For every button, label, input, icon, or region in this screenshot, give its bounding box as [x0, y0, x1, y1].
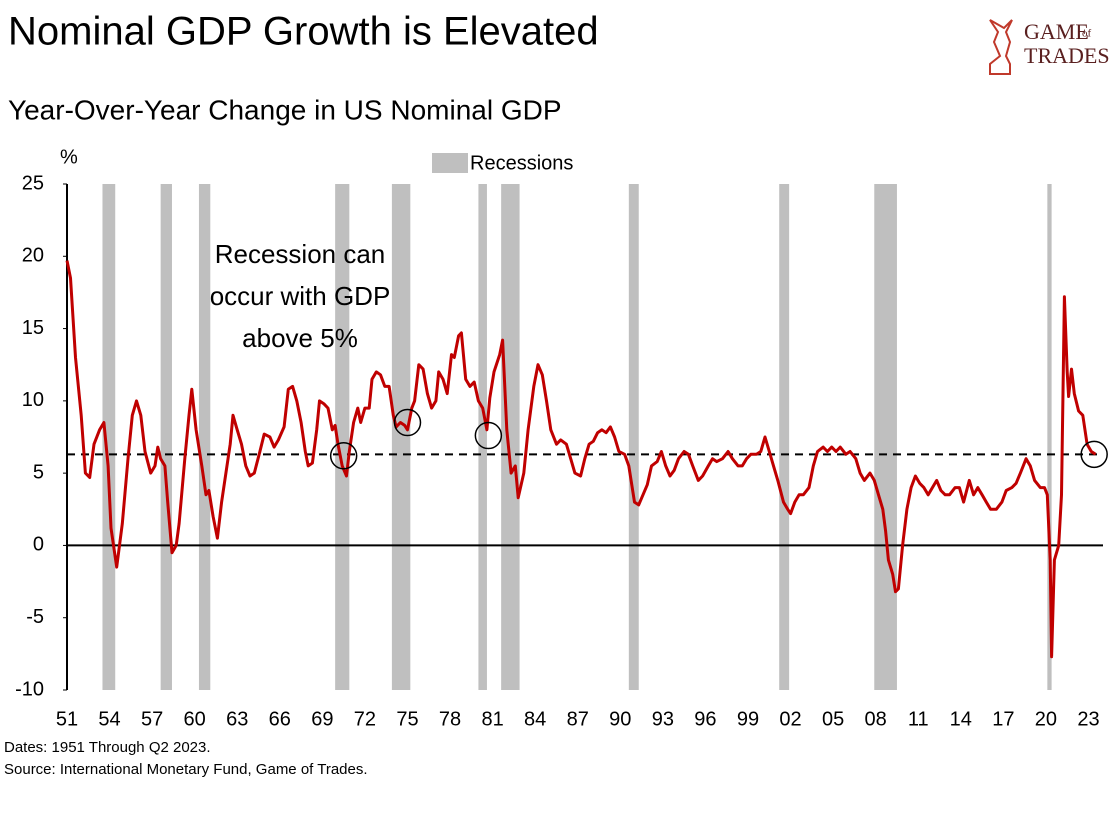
x-tick-label: 90	[609, 708, 631, 730]
highlight-circle	[329, 442, 358, 470]
legend-label: Recessions	[470, 152, 573, 174]
x-tick-label: 78	[439, 708, 461, 730]
x-tick-label: 87	[567, 708, 589, 730]
recession-band	[335, 184, 350, 690]
x-tick-label: 17	[992, 708, 1014, 730]
x-tick-label: 99	[737, 708, 759, 730]
annotation: occur with GDP	[210, 281, 391, 311]
chart-subtitle: Year-Over-Year Change in US Nominal GDP	[8, 94, 562, 125]
x-tick-label: 51	[56, 708, 78, 730]
x-tick-label: 81	[481, 708, 503, 730]
footnote: Source: International Monetary Fund, Gam…	[4, 761, 368, 778]
y-tick-label: 5	[33, 461, 44, 483]
x-tick-label: 63	[226, 708, 248, 730]
recession-band	[478, 184, 487, 690]
recession-band	[1047, 184, 1052, 690]
highlight-circle	[474, 421, 503, 450]
x-tick-label: 02	[779, 708, 801, 730]
recession-band	[102, 184, 116, 690]
logo-text: of	[1082, 28, 1092, 40]
logo-text: TRADES	[1024, 43, 1110, 68]
x-tick-label: 23	[1077, 708, 1099, 730]
y-tick-label: -5	[26, 606, 44, 628]
x-tick-label: 57	[141, 708, 163, 730]
x-tick-label: 08	[865, 708, 887, 730]
y-axis-label: %	[60, 146, 78, 168]
logo: GAME of TRADES	[989, 19, 1110, 75]
recession-band	[779, 184, 790, 690]
x-tick-label: 75	[396, 708, 418, 730]
x-tick-label: 60	[184, 708, 206, 730]
x-tick-label: 96	[694, 708, 716, 730]
x-tick-label: 05	[822, 708, 844, 730]
y-tick-label: 15	[22, 317, 44, 339]
recession-band	[501, 184, 520, 690]
legend-swatch	[432, 153, 468, 173]
recession-band	[160, 184, 172, 690]
x-tick-label: 72	[354, 708, 376, 730]
recession-band	[874, 184, 897, 690]
x-tick-label: 14	[950, 708, 972, 730]
data-line	[65, 260, 1097, 659]
recession-band	[391, 184, 411, 690]
recession-band	[628, 184, 639, 690]
y-tick-label: 10	[22, 389, 44, 411]
highlight-circle	[1080, 440, 1108, 469]
y-tick-label: -10	[15, 678, 44, 700]
y-tick-label: 20	[22, 245, 44, 267]
x-tick-label: 84	[524, 708, 546, 730]
x-tick-label: 20	[1035, 708, 1057, 730]
y-tick-label: 0	[33, 534, 44, 556]
recession-band	[198, 184, 211, 690]
annotation: Recession can	[215, 239, 386, 269]
chart-title: Nominal GDP Growth is Elevated	[8, 10, 599, 54]
footnote: Dates: 1951 Through Q2 2023.	[4, 739, 211, 756]
highlight-circle	[393, 408, 422, 437]
logo-icon	[989, 19, 1013, 75]
logo-text: GAME	[1024, 19, 1089, 44]
x-tick-label: 11	[908, 708, 929, 730]
x-tick-label: 93	[652, 708, 674, 730]
x-tick-label: 69	[311, 708, 333, 730]
y-tick-label: 25	[22, 172, 44, 194]
x-tick-label: 66	[269, 708, 291, 730]
x-tick-label: 54	[98, 708, 120, 730]
annotation: above 5%	[242, 323, 358, 353]
